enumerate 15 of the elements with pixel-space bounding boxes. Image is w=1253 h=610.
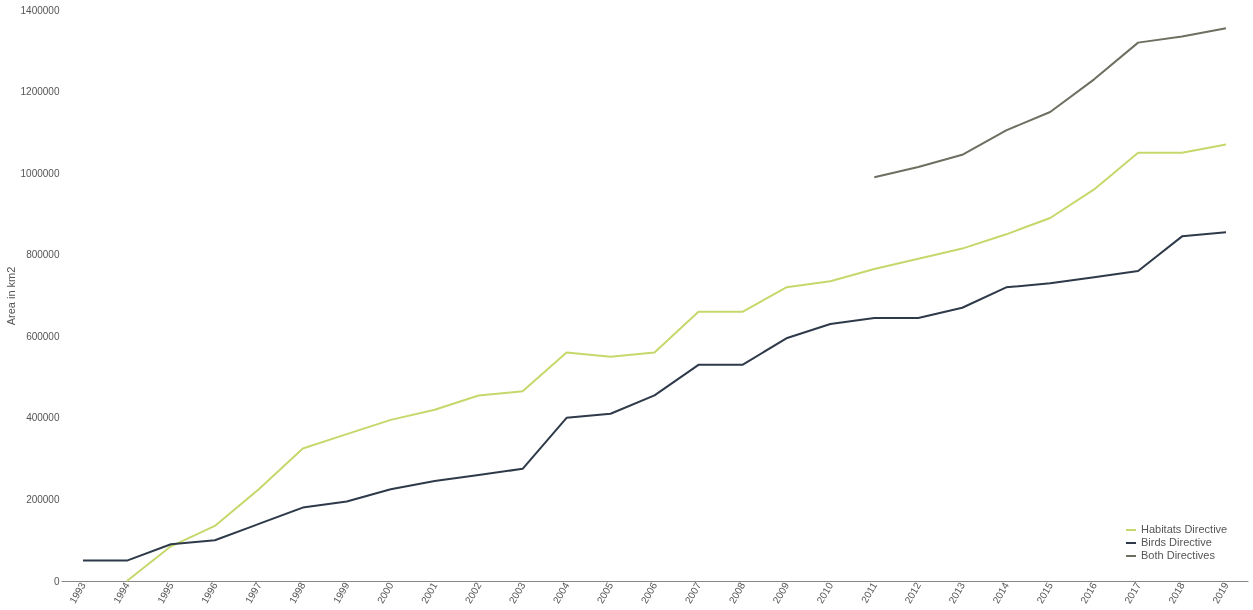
y-tick-label: 1400000 <box>20 4 60 16</box>
line-series <box>873 27 1228 179</box>
y-tick-label: 800000 <box>26 249 60 261</box>
legend-label: Both Directives <box>1141 549 1216 561</box>
y-tick-label: 1200000 <box>20 86 60 98</box>
legend-label: Habitats Directive <box>1141 523 1228 535</box>
y-tick-label: 0 <box>53 575 60 587</box>
legend-label: Birds Directive <box>1141 536 1212 548</box>
y-tick-label: 200000 <box>26 493 60 505</box>
y-tick-label: 1000000 <box>20 167 60 179</box>
line-series <box>81 231 1228 562</box>
line-series <box>125 143 1228 582</box>
y-tick-label: 600000 <box>26 330 60 342</box>
y-axis-title: Area in km2 <box>4 266 17 326</box>
y-tick-label: 400000 <box>26 412 60 424</box>
